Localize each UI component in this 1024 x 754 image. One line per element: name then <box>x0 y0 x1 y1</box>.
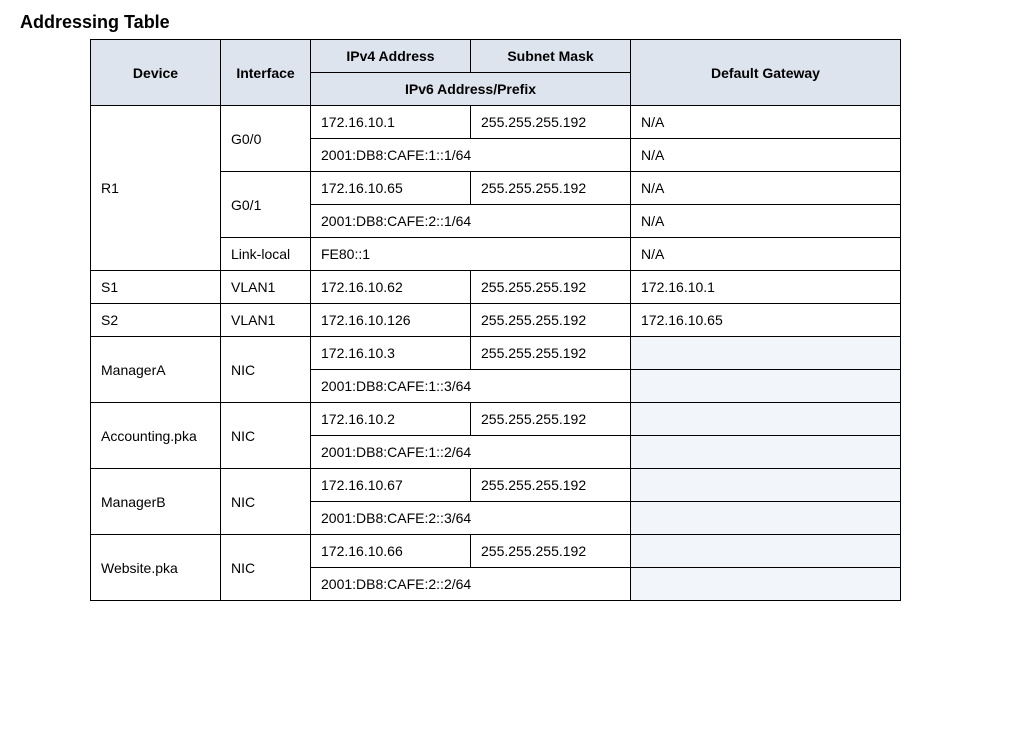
cell-interface: Link-local <box>221 238 311 271</box>
cell-mask: 255.255.255.192 <box>471 535 631 568</box>
cell-interface: VLAN1 <box>221 271 311 304</box>
table-header-row: Device Interface IPv4 Address Subnet Mas… <box>91 40 901 73</box>
cell-mask: 255.255.255.192 <box>471 271 631 304</box>
cell-device: Website.pka <box>91 535 221 601</box>
cell-mask: 255.255.255.192 <box>471 172 631 205</box>
cell-gateway: N/A <box>631 205 901 238</box>
col-device: Device <box>91 40 221 106</box>
cell-gateway <box>631 469 901 502</box>
cell-gateway: N/A <box>631 106 901 139</box>
cell-ipv6: 2001:DB8:CAFE:1::2/64 <box>311 436 631 469</box>
cell-gateway: 172.16.10.1 <box>631 271 901 304</box>
col-gateway: Default Gateway <box>631 40 901 106</box>
cell-gateway <box>631 436 901 469</box>
col-ipv6: IPv6 Address/Prefix <box>311 73 631 106</box>
cell-ipv4: 172.16.10.3 <box>311 337 471 370</box>
cell-device: S1 <box>91 271 221 304</box>
cell-mask: 255.255.255.192 <box>471 469 631 502</box>
addressing-table: Device Interface IPv4 Address Subnet Mas… <box>90 39 901 601</box>
table-row: ManagerA NIC 172.16.10.3 255.255.255.192 <box>91 337 901 370</box>
table-row: S1 VLAN1 172.16.10.62 255.255.255.192 17… <box>91 271 901 304</box>
cell-gateway <box>631 568 901 601</box>
cell-ipv4: 172.16.10.126 <box>311 304 471 337</box>
cell-gateway <box>631 337 901 370</box>
cell-ipv4: 172.16.10.1 <box>311 106 471 139</box>
cell-interface: NIC <box>221 469 311 535</box>
col-mask: Subnet Mask <box>471 40 631 73</box>
cell-ipv6: 2001:DB8:CAFE:2::3/64 <box>311 502 631 535</box>
cell-interface: NIC <box>221 535 311 601</box>
cell-ipv4: 172.16.10.2 <box>311 403 471 436</box>
cell-device: ManagerA <box>91 337 221 403</box>
cell-gateway: N/A <box>631 172 901 205</box>
col-interface: Interface <box>221 40 311 106</box>
cell-gateway: 172.16.10.65 <box>631 304 901 337</box>
cell-mask: 255.255.255.192 <box>471 304 631 337</box>
cell-device: S2 <box>91 304 221 337</box>
table-row: Website.pka NIC 172.16.10.66 255.255.255… <box>91 535 901 568</box>
cell-ipv4: 172.16.10.66 <box>311 535 471 568</box>
cell-interface: NIC <box>221 403 311 469</box>
cell-gateway <box>631 370 901 403</box>
cell-interface: G0/0 <box>221 106 311 172</box>
cell-ipv4: 172.16.10.62 <box>311 271 471 304</box>
cell-mask: 255.255.255.192 <box>471 337 631 370</box>
cell-ipv4: FE80::1 <box>311 238 631 271</box>
cell-interface: NIC <box>221 337 311 403</box>
cell-device: ManagerB <box>91 469 221 535</box>
col-ipv4: IPv4 Address <box>311 40 471 73</box>
cell-gateway: N/A <box>631 238 901 271</box>
cell-device: Accounting.pka <box>91 403 221 469</box>
cell-mask: 255.255.255.192 <box>471 106 631 139</box>
cell-ipv4: 172.16.10.67 <box>311 469 471 502</box>
table-row: R1 G0/0 172.16.10.1 255.255.255.192 N/A <box>91 106 901 139</box>
cell-gateway <box>631 403 901 436</box>
cell-interface: VLAN1 <box>221 304 311 337</box>
cell-gateway: N/A <box>631 139 901 172</box>
cell-mask: 255.255.255.192 <box>471 403 631 436</box>
cell-ipv4: 172.16.10.65 <box>311 172 471 205</box>
cell-interface: G0/1 <box>221 172 311 238</box>
cell-gateway <box>631 502 901 535</box>
table-row: ManagerB NIC 172.16.10.67 255.255.255.19… <box>91 469 901 502</box>
table-row: S2 VLAN1 172.16.10.126 255.255.255.192 1… <box>91 304 901 337</box>
cell-ipv6: 2001:DB8:CAFE:2::2/64 <box>311 568 631 601</box>
cell-device: R1 <box>91 106 221 271</box>
table-row: Accounting.pka NIC 172.16.10.2 255.255.2… <box>91 403 901 436</box>
cell-ipv6: 2001:DB8:CAFE:1::1/64 <box>311 139 631 172</box>
cell-gateway <box>631 535 901 568</box>
page-title: Addressing Table <box>20 12 1004 33</box>
cell-ipv6: 2001:DB8:CAFE:1::3/64 <box>311 370 631 403</box>
cell-ipv6: 2001:DB8:CAFE:2::1/64 <box>311 205 631 238</box>
